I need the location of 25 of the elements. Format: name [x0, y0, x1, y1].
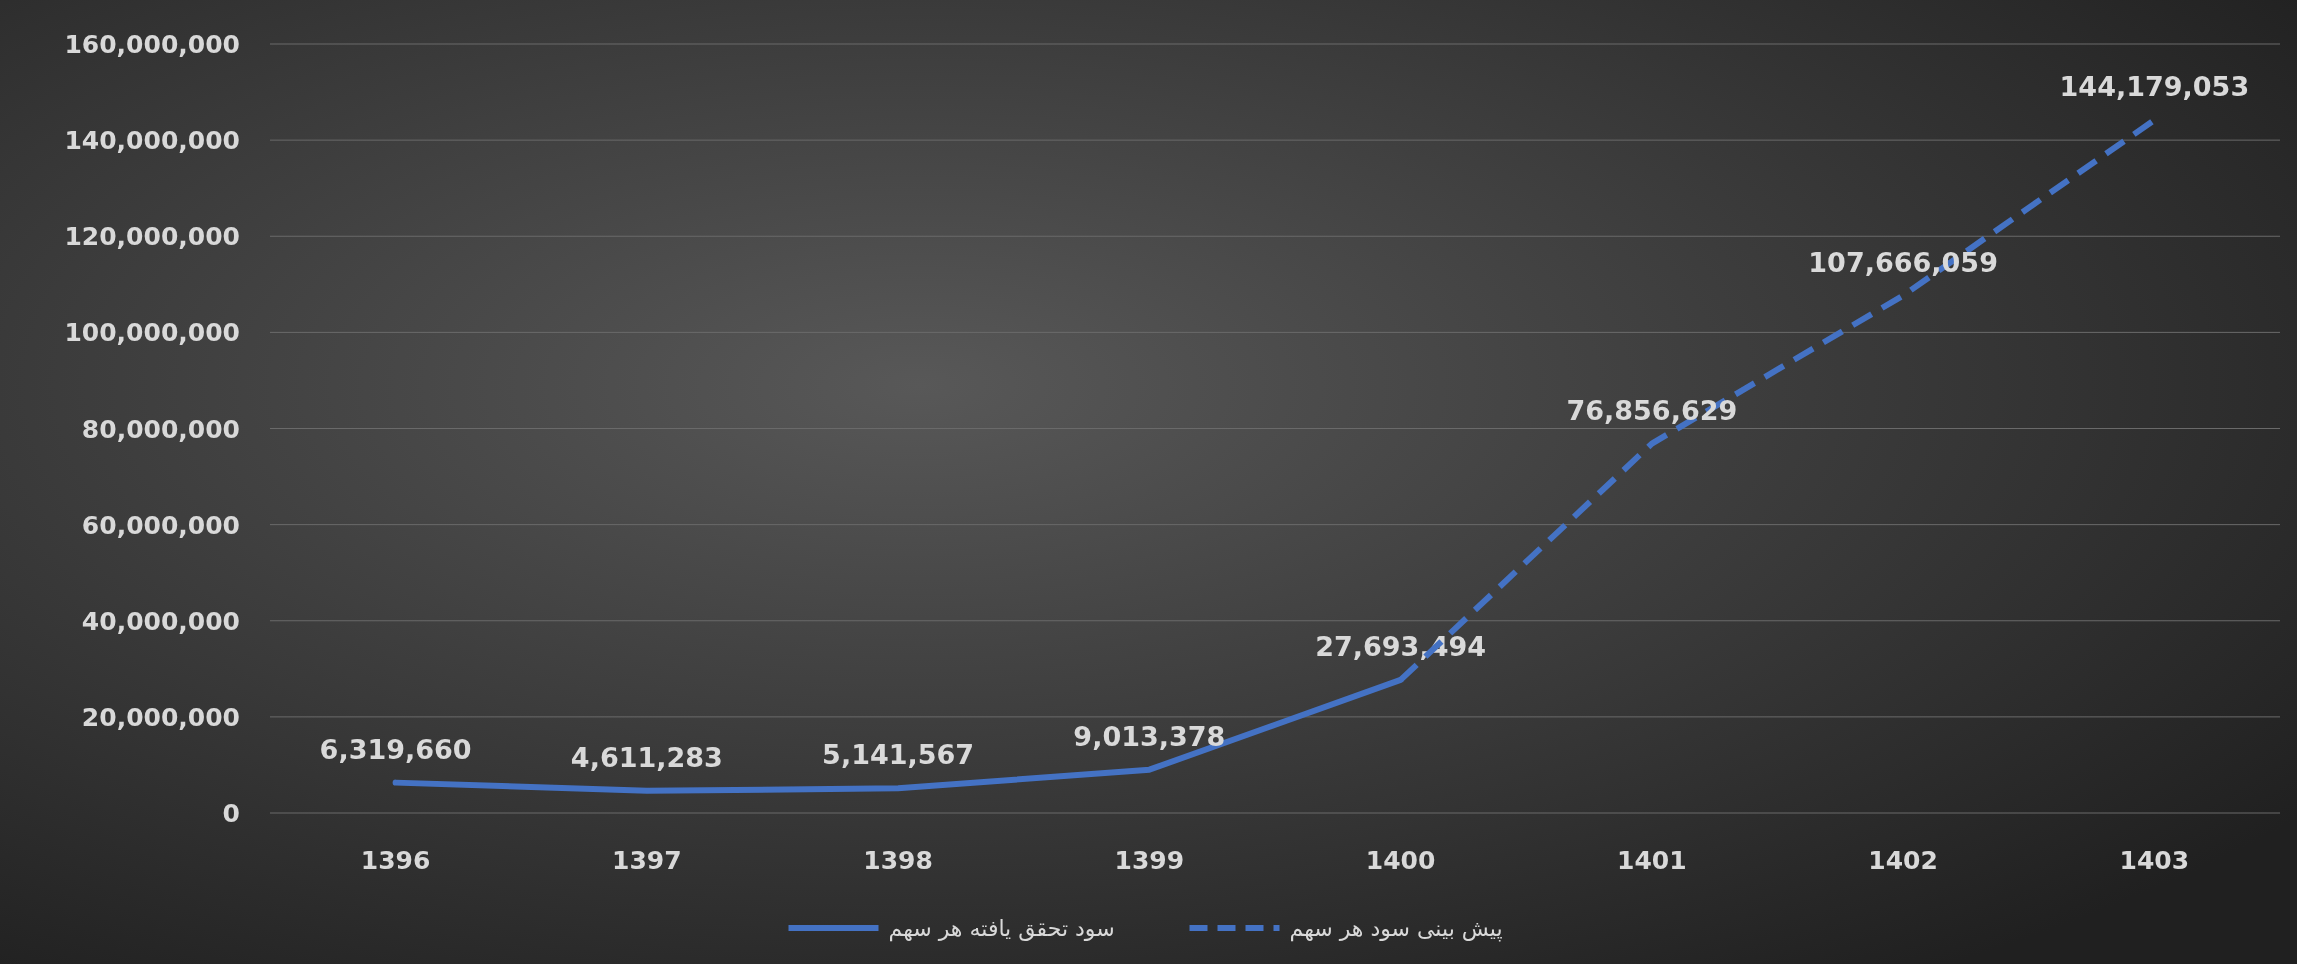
data-label: 76,856,629 [1566, 394, 1738, 426]
legend-label: سود تحقق یافته هر سهم [888, 916, 1115, 942]
y-tick-label: 20,000,000 [81, 702, 240, 732]
x-tick-label: 1403 [2119, 846, 2190, 875]
x-tick-label: 1398 [863, 846, 933, 875]
y-tick-label: 100,000,000 [64, 318, 240, 348]
x-tick-label: 1397 [612, 846, 682, 875]
y-tick-label: 40,000,000 [81, 606, 240, 636]
data-label: 5,141,567 [822, 739, 975, 771]
data-label: 4,611,283 [570, 741, 723, 773]
x-tick-label: 1400 [1365, 846, 1436, 875]
y-tick-label: 60,000,000 [81, 510, 240, 540]
y-tick-label: 160,000,000 [64, 30, 240, 59]
legend-label: پیش بینی سود هر سهم [1289, 916, 1503, 942]
x-tick-label: 1401 [1617, 846, 1687, 875]
x-tick-label: 1402 [1868, 846, 1938, 875]
data-label: 6,319,660 [319, 733, 472, 765]
y-tick-label: 0 [222, 799, 240, 828]
data-label: 144,179,053 [2059, 71, 2250, 103]
y-tick-label: 140,000,000 [64, 126, 240, 156]
x-tick-label: 1396 [360, 846, 431, 875]
y-tick-label: 120,000,000 [64, 222, 240, 252]
y-tick-label: 80,000,000 [81, 414, 240, 444]
x-tick-label: 1399 [1114, 846, 1185, 875]
data-label: 9,013,378 [1073, 720, 1226, 752]
